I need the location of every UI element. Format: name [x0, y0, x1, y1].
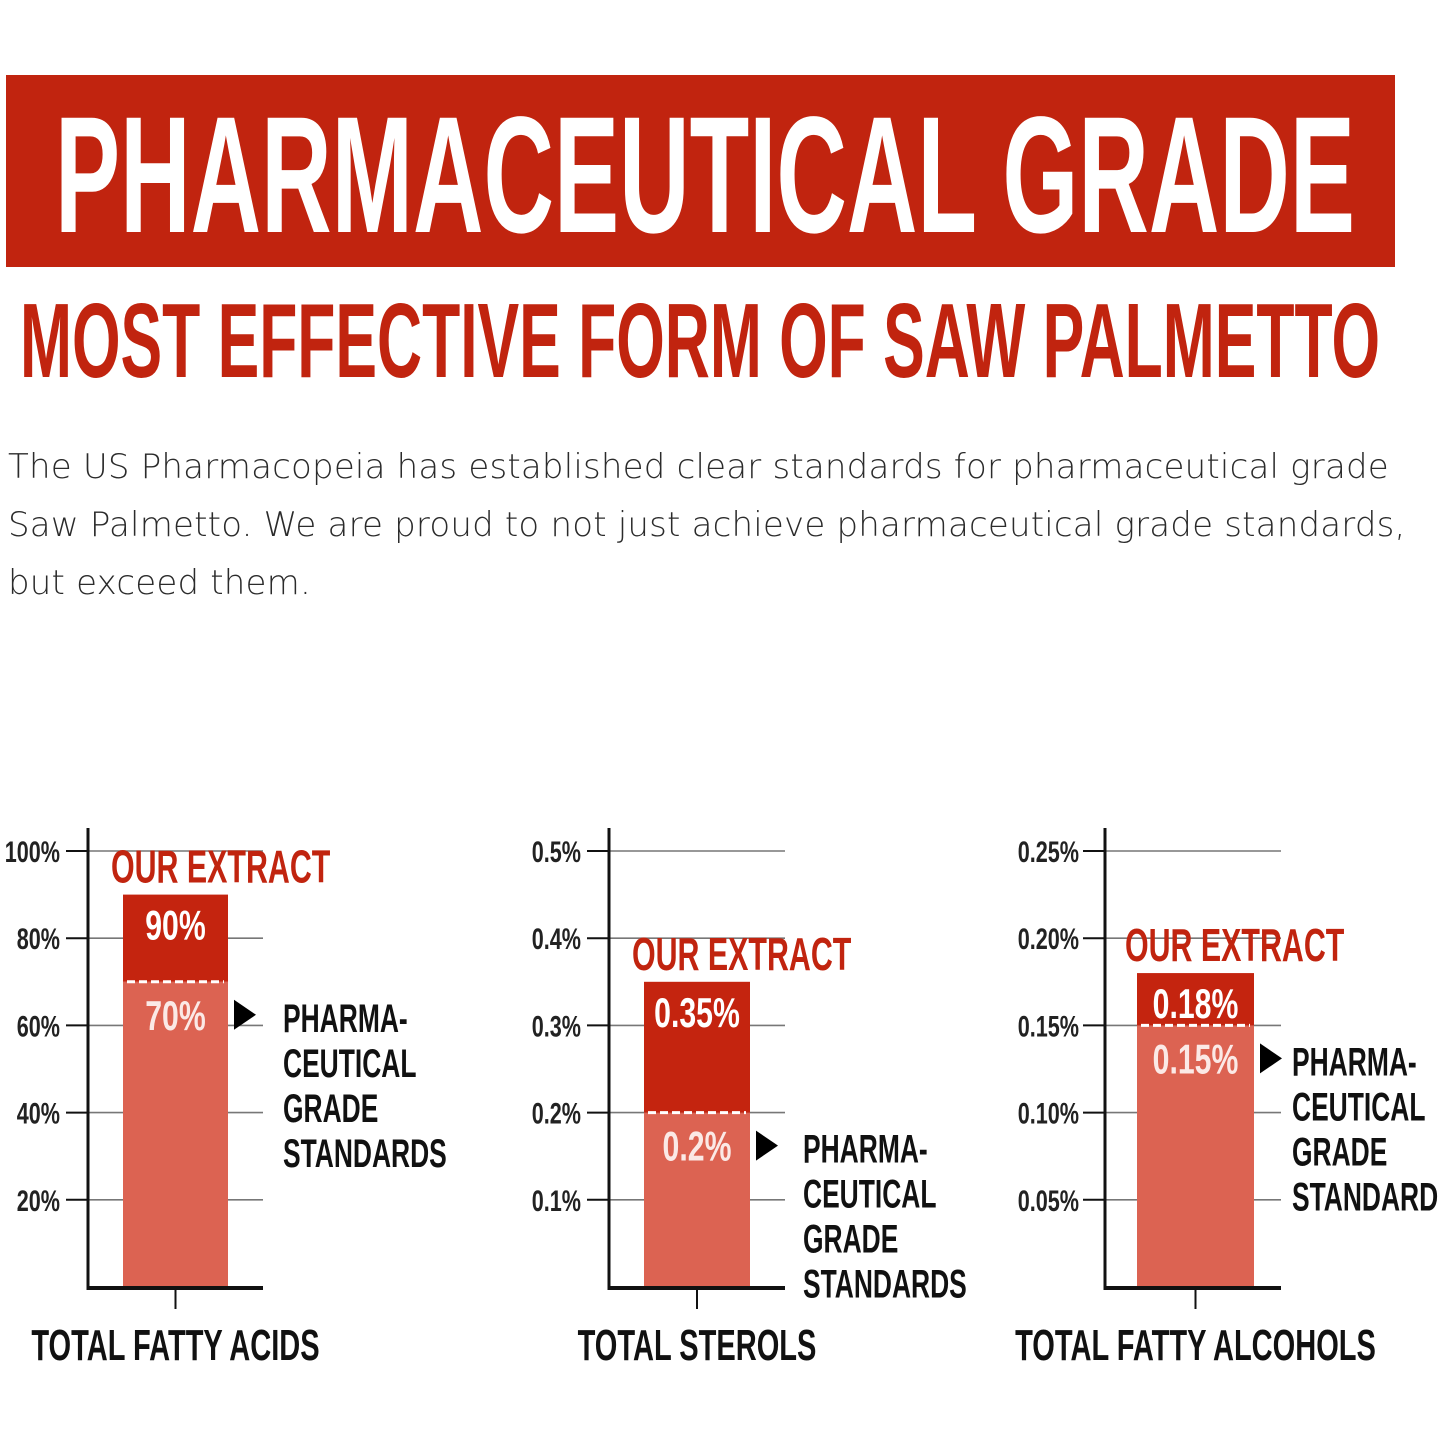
- standard-annotation-line: GRADE: [1292, 1130, 1387, 1174]
- standard-bar: [123, 981, 228, 1287]
- arrow-right-icon: [234, 999, 256, 1030]
- standard-annotation-line: PHARMA-: [283, 997, 408, 1041]
- extract-bar: [123, 894, 228, 982]
- y-tick-label: 0.2%: [532, 1098, 581, 1131]
- y-tick-label: 100%: [5, 836, 60, 869]
- y-tick-label: 0.25%: [1018, 836, 1079, 869]
- standard-annotation-line: CEUTICAL: [283, 1042, 417, 1086]
- standard-annotation-line: CEUTICAL: [1292, 1085, 1426, 1129]
- category-label: TOTAL FATTY ACIDS: [31, 1321, 319, 1370]
- page-subtitle: MOST EFFECTIVE FORM OF SAW PALMETTO: [20, 282, 1380, 400]
- arrow-right-icon: [1260, 1043, 1282, 1074]
- extract-value-label: 90%: [145, 902, 206, 949]
- chart-total-fatty-acids: 20% 40% 60% 80% 100% 90% 70% OUR EXTRACT PHARMA-…: [5, 828, 447, 1370]
- charts-area: 20% 40% 60% 80% 100% 90% 70% OUR EXTRACT PHARMA-…: [5, 828, 1438, 1370]
- y-tick-label: 0.15%: [1018, 1010, 1079, 1043]
- y-tick-label: 0.4%: [532, 923, 581, 956]
- y-tick-label: 60%: [17, 1010, 60, 1043]
- standard-annotation-line: STANDARDS: [803, 1263, 967, 1307]
- standard-value-label: 70%: [145, 992, 206, 1039]
- chart-total-fatty-alcohols: 0.05% 0.10% 0.15% 0.20% 0.25% 0.18% 0.15% OUR E…: [1015, 828, 1438, 1370]
- standard-annotation-line: PHARMA-: [1292, 1040, 1417, 1084]
- extract-bar: [644, 981, 750, 1113]
- standard-annotation-line: GRADE: [283, 1087, 378, 1131]
- y-tick-label: 0.05%: [1018, 1185, 1079, 1218]
- standard-annotation-line: GRADE: [803, 1218, 898, 1262]
- category-label: TOTAL STEROLS: [578, 1321, 817, 1370]
- title-banner: [6, 75, 1395, 267]
- extract-value-label: 0.35%: [654, 989, 740, 1036]
- intro-paragraph: The US Pharmacopeia has established clea…: [8, 447, 1406, 603]
- arrow-right-icon: [756, 1130, 778, 1161]
- our-extract-annotation: OUR EXTRACT: [111, 841, 330, 893]
- y-tick-label: 0.3%: [532, 1010, 581, 1043]
- standard-value-label: 0.2%: [663, 1123, 732, 1170]
- y-tick-label: 0.1%: [532, 1185, 581, 1218]
- standard-value-label: 0.15%: [1153, 1035, 1239, 1082]
- standard-bar: [1137, 1025, 1254, 1287]
- chart-total-sterols: 0.1% 0.2% 0.3% 0.4% 0.5% 0.35% 0.2% OUR EXTRACT…: [532, 828, 967, 1370]
- extract-value-label: 0.18%: [1153, 980, 1239, 1027]
- y-tick-label: 40%: [17, 1098, 60, 1131]
- category-label: TOTAL FATTY ALCOHOLS: [1015, 1321, 1376, 1370]
- our-extract-annotation: OUR EXTRACT: [632, 928, 851, 980]
- our-extract-annotation: OUR EXTRACT: [1125, 919, 1344, 971]
- y-tick-label: 0.10%: [1018, 1098, 1079, 1131]
- standard-annotation-line: STANDARDS: [1292, 1175, 1438, 1219]
- standard-annotation-line: PHARMA-: [803, 1128, 928, 1172]
- y-tick-label: 80%: [17, 923, 60, 956]
- y-tick-label: 20%: [17, 1185, 60, 1218]
- y-tick-label: 0.5%: [532, 836, 581, 869]
- standard-annotation-line: CEUTICAL: [803, 1173, 937, 1217]
- extract-bar: [1137, 973, 1254, 1026]
- standard-bar: [644, 1112, 750, 1287]
- y-tick-label: 0.20%: [1018, 923, 1079, 956]
- page-title: PHARMACEUTICAL GRADE: [55, 83, 1355, 268]
- standard-annotation-line: STANDARDS: [283, 1132, 447, 1176]
